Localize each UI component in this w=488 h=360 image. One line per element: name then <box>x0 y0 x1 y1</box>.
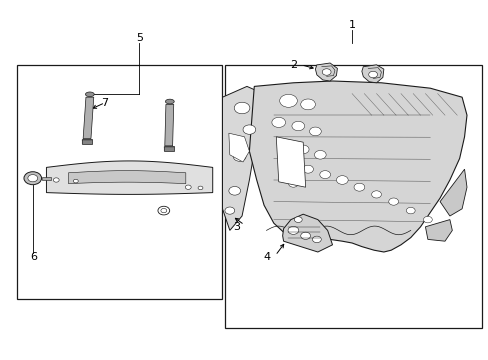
Circle shape <box>294 217 302 222</box>
Circle shape <box>297 145 308 154</box>
Circle shape <box>243 125 255 134</box>
Circle shape <box>271 117 285 127</box>
Polygon shape <box>82 139 92 144</box>
Circle shape <box>371 191 381 198</box>
Ellipse shape <box>85 92 94 97</box>
Polygon shape <box>164 104 173 146</box>
Circle shape <box>73 179 78 183</box>
Polygon shape <box>282 214 332 252</box>
Text: 2: 2 <box>289 60 296 70</box>
Polygon shape <box>163 146 173 151</box>
Circle shape <box>282 159 294 168</box>
Polygon shape <box>83 97 94 139</box>
Bar <box>41 177 51 180</box>
Circle shape <box>319 171 330 179</box>
Circle shape <box>288 180 298 187</box>
Circle shape <box>234 102 249 114</box>
Circle shape <box>277 139 289 149</box>
Circle shape <box>302 165 313 173</box>
Polygon shape <box>68 171 185 184</box>
Circle shape <box>161 208 166 213</box>
Polygon shape <box>222 86 261 230</box>
Circle shape <box>228 186 240 195</box>
Bar <box>17 65 222 299</box>
Circle shape <box>224 207 234 214</box>
Circle shape <box>287 226 298 234</box>
Text: 4: 4 <box>263 252 269 262</box>
Circle shape <box>309 127 321 136</box>
Circle shape <box>291 121 304 131</box>
Circle shape <box>185 185 191 189</box>
Polygon shape <box>249 81 466 252</box>
Text: 5: 5 <box>136 33 142 43</box>
Circle shape <box>312 236 321 243</box>
Circle shape <box>388 198 398 205</box>
Circle shape <box>198 186 203 190</box>
Circle shape <box>406 207 414 214</box>
Text: 6: 6 <box>30 252 37 262</box>
Polygon shape <box>425 220 451 241</box>
Polygon shape <box>276 137 305 187</box>
Circle shape <box>423 216 431 223</box>
Circle shape <box>314 150 325 159</box>
Circle shape <box>336 176 347 184</box>
Polygon shape <box>228 133 249 162</box>
Polygon shape <box>361 65 383 83</box>
Ellipse shape <box>165 99 174 104</box>
Circle shape <box>300 99 315 110</box>
Polygon shape <box>46 161 212 194</box>
Circle shape <box>233 152 245 161</box>
Circle shape <box>158 206 169 215</box>
Circle shape <box>24 172 41 185</box>
Circle shape <box>368 71 377 78</box>
Bar <box>224 65 481 328</box>
Text: 7: 7 <box>102 98 108 108</box>
Circle shape <box>300 232 310 239</box>
Circle shape <box>353 183 364 191</box>
Circle shape <box>53 178 59 182</box>
Circle shape <box>322 69 330 75</box>
Text: 3: 3 <box>233 222 240 232</box>
Polygon shape <box>315 63 337 81</box>
Text: 1: 1 <box>348 20 355 30</box>
Polygon shape <box>439 169 466 216</box>
Circle shape <box>279 94 297 107</box>
Circle shape <box>28 175 38 182</box>
